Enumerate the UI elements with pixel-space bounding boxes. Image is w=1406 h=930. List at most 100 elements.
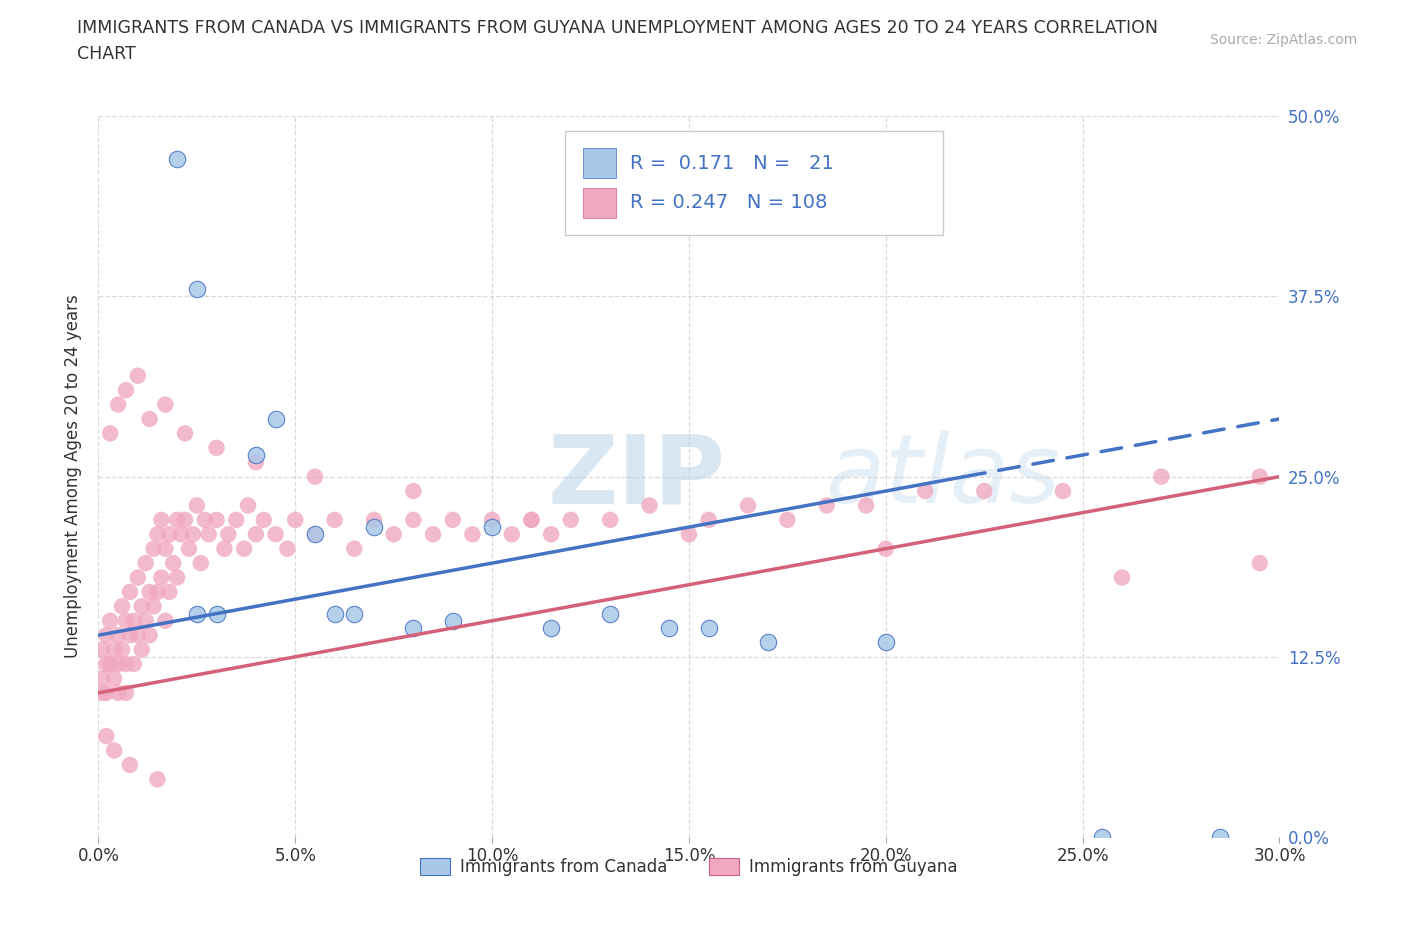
Point — [96, 657, 118, 671]
FancyBboxPatch shape — [582, 188, 616, 218]
Point — [166, 153, 188, 167]
Point — [111, 599, 134, 614]
Point — [501, 526, 523, 541]
Point — [658, 620, 681, 635]
Point — [155, 614, 177, 629]
Point — [138, 628, 160, 643]
Point — [343, 541, 366, 556]
Point — [111, 642, 134, 657]
Point — [284, 512, 307, 527]
Point — [245, 447, 267, 462]
Point — [91, 642, 114, 657]
Point — [174, 426, 197, 441]
Point — [131, 642, 153, 657]
Text: atlas: atlas — [825, 430, 1060, 523]
Point — [245, 526, 267, 541]
Point — [115, 685, 138, 700]
Point — [323, 606, 346, 621]
Text: IMMIGRANTS FROM CANADA VS IMMIGRANTS FROM GUYANA UNEMPLOYMENT AMONG AGES 20 TO 2: IMMIGRANTS FROM CANADA VS IMMIGRANTS FRO… — [77, 19, 1159, 36]
FancyBboxPatch shape — [565, 130, 943, 235]
Point — [323, 512, 346, 527]
Point — [756, 635, 779, 650]
Point — [914, 484, 936, 498]
Point — [402, 484, 425, 498]
Point — [190, 556, 212, 571]
Point — [1249, 469, 1271, 484]
Legend: Immigrants from Canada, Immigrants from Guyana: Immigrants from Canada, Immigrants from … — [413, 851, 965, 883]
Point — [150, 512, 173, 527]
Point — [170, 526, 193, 541]
Point — [225, 512, 247, 527]
Point — [441, 512, 464, 527]
Point — [205, 606, 228, 621]
Point — [678, 526, 700, 541]
Point — [135, 556, 157, 571]
Point — [1249, 556, 1271, 571]
Point — [91, 671, 114, 686]
Point — [138, 412, 160, 427]
Y-axis label: Unemployment Among Ages 20 to 24 years: Unemployment Among Ages 20 to 24 years — [65, 295, 83, 658]
Point — [520, 512, 543, 527]
Point — [122, 614, 145, 629]
Point — [599, 606, 621, 621]
Point — [146, 772, 169, 787]
Point — [115, 383, 138, 398]
Point — [96, 628, 118, 643]
Point — [150, 570, 173, 585]
Point — [540, 526, 562, 541]
Point — [142, 599, 165, 614]
Text: Source: ZipAtlas.com: Source: ZipAtlas.com — [1209, 33, 1357, 46]
Point — [382, 526, 405, 541]
Point — [973, 484, 995, 498]
Point — [233, 541, 256, 556]
Point — [1091, 830, 1114, 844]
Point — [122, 657, 145, 671]
Text: R =  0.171   N =   21: R = 0.171 N = 21 — [630, 153, 834, 173]
Point — [162, 556, 184, 571]
Point — [815, 498, 838, 513]
Point — [245, 455, 267, 470]
Point — [107, 397, 129, 412]
Point — [205, 512, 228, 527]
Point — [115, 657, 138, 671]
Point — [96, 685, 118, 700]
Point — [157, 526, 180, 541]
Point — [107, 628, 129, 643]
Point — [776, 512, 799, 527]
Point — [540, 620, 562, 635]
Point — [107, 657, 129, 671]
Point — [127, 628, 149, 643]
Point — [304, 469, 326, 484]
Point — [1111, 570, 1133, 585]
Point — [174, 512, 197, 527]
Point — [276, 541, 298, 556]
Point — [422, 526, 444, 541]
Point — [157, 585, 180, 600]
Point — [304, 526, 326, 541]
Point — [166, 570, 188, 585]
Point — [103, 671, 125, 686]
Point — [186, 498, 208, 513]
Point — [155, 541, 177, 556]
Point — [214, 541, 236, 556]
Point — [855, 498, 877, 513]
Point — [363, 520, 385, 535]
Point — [697, 512, 720, 527]
Point — [363, 512, 385, 527]
Point — [402, 620, 425, 635]
FancyBboxPatch shape — [582, 148, 616, 179]
Point — [98, 657, 121, 671]
Point — [402, 512, 425, 527]
Point — [155, 397, 177, 412]
Point — [186, 282, 208, 297]
Point — [103, 642, 125, 657]
Point — [205, 441, 228, 456]
Point — [186, 606, 208, 621]
Text: CHART: CHART — [77, 45, 136, 62]
Point — [107, 685, 129, 700]
Text: ZIP: ZIP — [547, 430, 725, 523]
Point — [194, 512, 217, 527]
Point — [131, 599, 153, 614]
Point — [138, 585, 160, 600]
Point — [560, 512, 582, 527]
